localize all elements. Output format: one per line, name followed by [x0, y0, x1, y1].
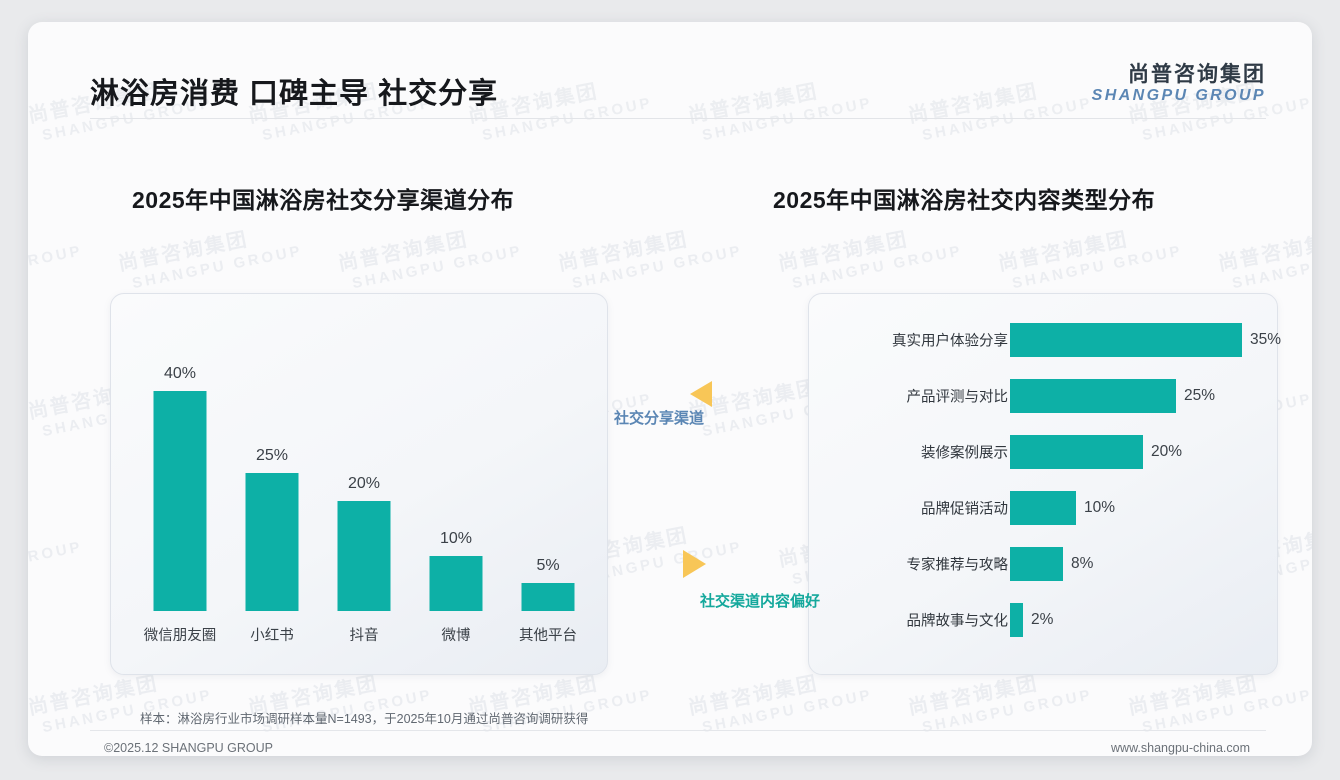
bar-category-label: 品牌促销活动 — [921, 501, 1008, 518]
column-chart-item: 10% 微博 — [410, 293, 502, 673]
column-chart-item: 40% 微信朋友圈 — [134, 293, 226, 673]
horizontal-bar — [1010, 547, 1063, 581]
horizontal-bar-value: 2% — [1031, 611, 1054, 628]
slide-header: 淋浴房消费 口碑主导 社交分享 尚普咨询集团 SHANGPU GROUP — [28, 22, 1312, 119]
bar-chart-row: 装修案例展示 20% — [808, 435, 1276, 469]
column-category-label: 微信朋友圈 — [143, 628, 217, 644]
bar-category-label: 品牌故事与文化 — [906, 613, 1009, 630]
column-category-label: 微博 — [441, 628, 471, 644]
column-bar-value: 5% — [536, 557, 560, 574]
slide-card: 尚普咨询集团 SHANGPU GROUP 尚普咨询集团 SHANGPU GROUP 尚普… — [28, 22, 1312, 756]
annotation-social-share-channel: 社交分享渠道 — [614, 410, 705, 427]
logo-chinese-text: 尚普咨询集团 — [1128, 63, 1266, 86]
column-category-label: 其他平台 — [519, 628, 577, 644]
bar-chart-row: 品牌故事与文化 2% — [808, 603, 1276, 637]
bar-chart-row: 真实用户体验分享 35% — [808, 323, 1281, 357]
horizontal-bar-value: 10% — [1084, 499, 1116, 516]
column-bar — [337, 501, 391, 611]
horizontal-bar — [1010, 491, 1076, 525]
horizontal-bar-value: 35% — [1250, 331, 1282, 348]
column-bar-value: 25% — [255, 447, 289, 464]
bar-category-label: 专家推荐与攻略 — [906, 557, 1009, 574]
horizontal-bar — [1010, 603, 1023, 637]
column-bar — [153, 391, 207, 611]
footer-copyright: ©2025.12 SHANGPU GROUP — [104, 741, 273, 755]
social-share-channel-chart: 40% 微信朋友圈 25% 小红书 20% 抖音 10% 微博 5% 其他平台 — [110, 293, 606, 673]
right-chart-title: 2025年中国淋浴房社交内容类型分布 — [773, 187, 1156, 213]
column-bar-value: 20% — [347, 475, 381, 492]
right-arrow-icon — [683, 550, 706, 578]
header-divider — [90, 118, 1266, 119]
left-chart-title: 2025年中国淋浴房社交分享渠道分布 — [132, 187, 515, 213]
column-chart-item: 20% 抖音 — [318, 293, 410, 673]
bar-chart-row: 产品评测与对比 25% — [808, 379, 1276, 413]
column-bar — [429, 556, 483, 611]
brand-logo: 尚普咨询集团 SHANGPU GROUP — [1091, 63, 1266, 105]
column-category-label: 小红书 — [250, 628, 294, 644]
footer-divider — [90, 730, 1266, 731]
bar-category-label: 装修案例展示 — [921, 445, 1008, 462]
horizontal-bar-value: 8% — [1071, 555, 1094, 572]
column-bar — [521, 583, 575, 611]
column-bar-value: 10% — [439, 530, 473, 547]
annotation-content-preference: 社交渠道内容偏好 — [700, 593, 821, 610]
page-title: 淋浴房消费 口碑主导 社交分享 — [90, 78, 499, 110]
column-chart-item: 5% 其他平台 — [502, 293, 594, 673]
bar-chart-row: 专家推荐与攻略 8% — [808, 547, 1276, 581]
horizontal-bar-value: 20% — [1151, 443, 1183, 460]
bar-chart-row: 品牌促销活动 10% — [808, 491, 1276, 525]
column-category-label: 抖音 — [349, 628, 379, 644]
horizontal-bar — [1010, 323, 1242, 357]
sample-footnote: 样本：淋浴房行业市场调研样本量N=1493，于2025年10月通过尚普咨询调研获… — [140, 712, 589, 726]
logo-english-text: SHANGPU GROUP — [1091, 87, 1266, 105]
horizontal-bar — [1010, 435, 1143, 469]
bar-category-label: 真实用户体验分享 — [892, 333, 1008, 350]
social-content-type-chart: 真实用户体验分享 35% 产品评测与对比 25% 装修案例展示 20% 品牌促销活动 10% 专… — [808, 293, 1281, 673]
bar-category-label: 产品评测与对比 — [906, 389, 1009, 406]
column-bar — [245, 473, 299, 611]
horizontal-bar-value: 25% — [1184, 387, 1216, 404]
left-arrow-icon — [690, 381, 712, 407]
footer-website: www.shangpu-china.com — [1111, 741, 1250, 755]
horizontal-bar — [1010, 379, 1176, 413]
column-bar-value: 40% — [163, 365, 197, 382]
column-chart-item: 25% 小红书 — [226, 293, 318, 673]
